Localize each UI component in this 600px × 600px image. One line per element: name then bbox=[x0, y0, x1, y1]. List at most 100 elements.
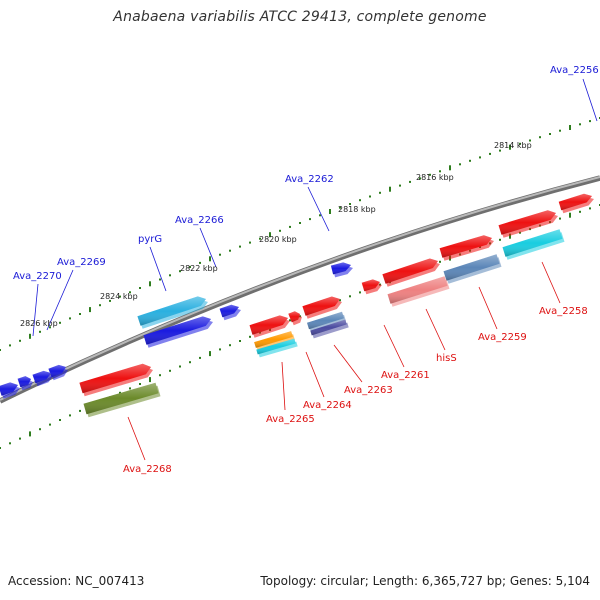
minor-tick bbox=[299, 222, 301, 224]
major-tick bbox=[89, 307, 91, 313]
scale-label-2814: 2814 kbp bbox=[494, 141, 532, 150]
minor-tick bbox=[359, 291, 361, 294]
minor-tick bbox=[259, 237, 261, 240]
minor-tick bbox=[19, 437, 21, 440]
minor-tick bbox=[349, 203, 351, 205]
gene-label-ava-2259[interactable]: Ava_2259 bbox=[478, 332, 527, 343]
minor-tick bbox=[49, 326, 51, 329]
minor-tick bbox=[349, 295, 351, 298]
accession-text: Accession: NC_007413 bbox=[8, 574, 145, 588]
gene-label-ava-2264[interactable]: Ava_2264 bbox=[303, 400, 352, 411]
minor-tick bbox=[129, 291, 131, 294]
minor-tick bbox=[339, 206, 341, 209]
minor-tick bbox=[309, 218, 311, 221]
gene-label-pyrg[interactable]: pyrG bbox=[138, 234, 162, 245]
gene-ava-2259 bbox=[443, 254, 502, 284]
minor-tick bbox=[79, 313, 81, 315]
minor-tick bbox=[199, 356, 201, 359]
gene-label-ava-2268[interactable]: Ava_2268 bbox=[123, 464, 172, 475]
minor-tick bbox=[289, 319, 291, 322]
gene-ava-2266 bbox=[219, 304, 241, 321]
minor-tick bbox=[579, 210, 581, 213]
minor-tick bbox=[319, 214, 321, 217]
major-tick bbox=[29, 333, 31, 339]
gene-label-ava-2265[interactable]: Ava_2265 bbox=[266, 414, 315, 425]
gene-label-ava-2263[interactable]: Ava_2263 bbox=[344, 385, 393, 396]
tick-tracks bbox=[0, 117, 600, 449]
gene-label-ava-2261[interactable]: Ava_2261 bbox=[381, 370, 430, 381]
major-tick bbox=[569, 125, 571, 130]
gene-label-ava-2266[interactable]: Ava_2266 bbox=[175, 215, 224, 226]
minor-tick bbox=[79, 409, 81, 412]
gene-label-ava-2262[interactable]: Ava_2262 bbox=[285, 174, 334, 185]
minor-tick bbox=[489, 152, 491, 155]
minor-tick bbox=[549, 133, 551, 135]
minor-tick bbox=[69, 317, 71, 320]
minor-tick bbox=[479, 156, 481, 159]
minor-tick bbox=[359, 199, 361, 202]
minor-tick bbox=[239, 245, 241, 248]
minor-tick bbox=[9, 344, 11, 347]
gene-label-ava-2269[interactable]: Ava_2269 bbox=[57, 257, 106, 268]
gene-ava-2263 bbox=[307, 311, 346, 333]
minor-tick bbox=[59, 419, 61, 421]
leader-hiss bbox=[425, 308, 446, 351]
gene-ava-2270 bbox=[17, 376, 33, 391]
gene-ava-2269 bbox=[48, 364, 68, 381]
major-tick bbox=[509, 233, 511, 239]
leader-ava-2264 bbox=[305, 351, 325, 398]
minor-tick bbox=[369, 195, 371, 198]
gene-label-ava-2256[interactable]: Ava_2256 bbox=[550, 65, 599, 76]
leader-ava-2262 bbox=[307, 186, 330, 232]
gene-hiss bbox=[387, 276, 450, 307]
major-tick bbox=[569, 212, 571, 218]
minor-tick bbox=[439, 170, 441, 173]
minor-tick bbox=[589, 120, 591, 123]
gene-pyrg bbox=[137, 296, 208, 329]
gene-ava-2264-top bbox=[288, 311, 302, 326]
minor-tick bbox=[39, 330, 41, 333]
gene-ava-2268 bbox=[83, 382, 161, 418]
gene-layer bbox=[0, 193, 594, 418]
minor-tick bbox=[239, 340, 241, 342]
backbone-layer bbox=[0, 175, 600, 404]
minor-tick bbox=[379, 191, 381, 194]
leader-ava-2256 bbox=[582, 78, 598, 122]
major-tick bbox=[209, 351, 211, 357]
minor-tick bbox=[59, 321, 61, 324]
minor-tick bbox=[219, 348, 221, 351]
gene-label-hiss[interactable]: hisS bbox=[436, 353, 457, 364]
minor-tick bbox=[409, 180, 411, 183]
scale-label-2816: 2816 kbp bbox=[416, 173, 454, 182]
major-tick bbox=[269, 232, 271, 238]
leader-lines bbox=[32, 78, 598, 461]
major-tick bbox=[509, 144, 511, 150]
backbone-line bbox=[0, 176, 600, 401]
gene-ava-2269b bbox=[32, 370, 53, 387]
minor-tick bbox=[289, 225, 291, 228]
gene-ava-2263-top bbox=[302, 296, 342, 319]
leader-ava-2259 bbox=[478, 286, 498, 330]
minor-tick bbox=[139, 383, 141, 385]
outer-tick-track bbox=[0, 117, 600, 351]
minor-tick bbox=[19, 339, 21, 342]
gene-ava-2265 bbox=[254, 331, 295, 351]
leader-pyrg bbox=[149, 246, 167, 292]
minor-tick bbox=[399, 184, 401, 187]
scale-label-2818: 2818 kbp bbox=[338, 205, 376, 214]
minor-tick bbox=[109, 299, 111, 302]
topology-text: Topology: circular; Length: 6,365,727 bp… bbox=[260, 574, 590, 588]
minor-tick bbox=[219, 253, 221, 256]
gene-ava-2265b bbox=[256, 338, 298, 358]
gene-ava-2268-top bbox=[79, 363, 153, 397]
gene-label-ava-2258[interactable]: Ava_2258 bbox=[539, 306, 588, 317]
minor-tick bbox=[429, 173, 431, 176]
gene-label-ava-2270[interactable]: Ava_2270 bbox=[13, 271, 62, 282]
minor-tick bbox=[129, 387, 131, 390]
major-tick bbox=[389, 186, 391, 192]
minor-tick bbox=[519, 142, 521, 145]
major-tick bbox=[329, 209, 331, 214]
major-tick bbox=[149, 377, 151, 383]
minor-tick bbox=[99, 304, 101, 307]
minor-tick bbox=[579, 123, 581, 126]
